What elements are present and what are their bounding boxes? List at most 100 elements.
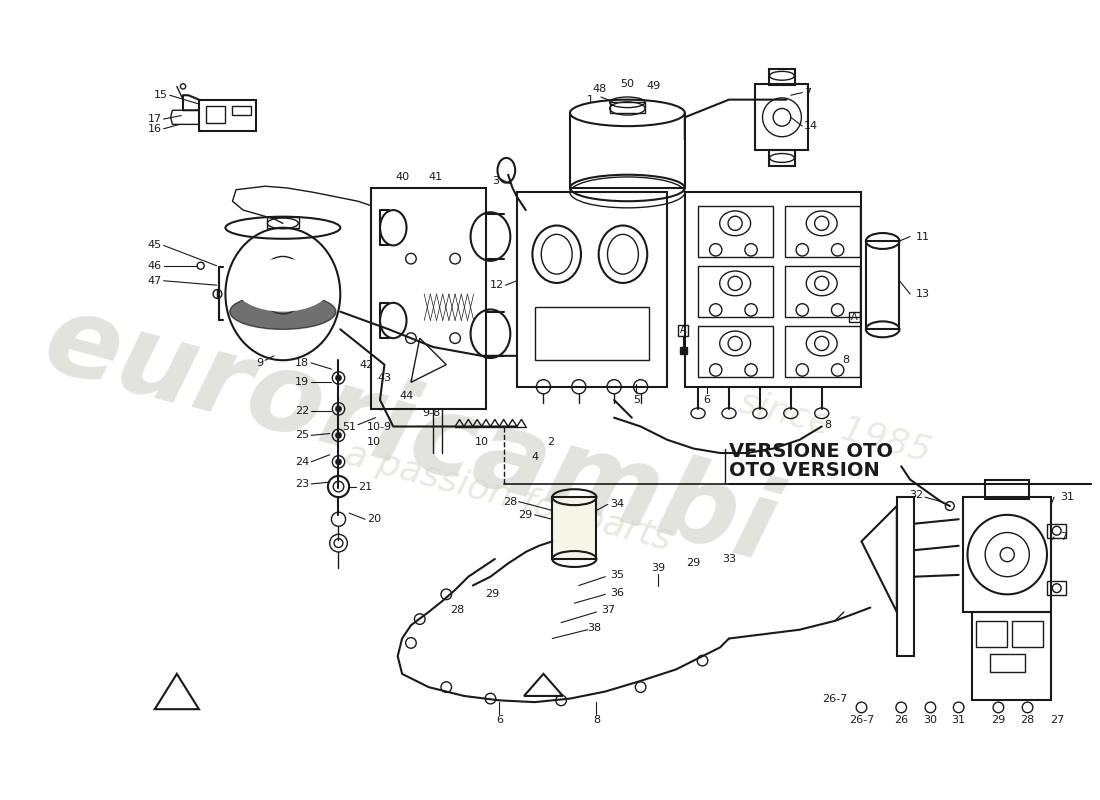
Text: 43: 43	[377, 373, 392, 383]
Text: 23: 23	[295, 479, 309, 489]
Text: 14: 14	[804, 121, 818, 131]
Bar	[1047, 581, 1066, 595]
Text: 10: 10	[366, 438, 381, 447]
Bar	[685, 192, 861, 386]
Text: 47: 47	[147, 276, 162, 286]
Bar	[552, 497, 596, 559]
Text: A: A	[851, 312, 858, 322]
Text: 19: 19	[295, 378, 309, 387]
Text: 27: 27	[1050, 714, 1065, 725]
Text: 2: 2	[547, 438, 554, 447]
Text: 17: 17	[147, 114, 162, 124]
Circle shape	[336, 375, 341, 381]
Text: 10: 10	[474, 438, 488, 447]
Text: A: A	[680, 326, 686, 335]
Bar	[517, 192, 667, 386]
Text: 22: 22	[295, 406, 309, 416]
Text: 42: 42	[360, 360, 374, 370]
Bar	[866, 241, 900, 330]
Bar	[267, 217, 299, 228]
Text: VERSIONE OTO: VERSIONE OTO	[729, 442, 893, 461]
Text: 36: 36	[609, 587, 624, 598]
Text: 29: 29	[991, 714, 1005, 725]
Bar	[769, 150, 795, 166]
Text: 8: 8	[593, 714, 600, 725]
Bar	[553, 498, 595, 558]
Text: 41: 41	[429, 172, 442, 182]
Text: 7: 7	[804, 87, 811, 98]
Text: 37: 37	[601, 606, 615, 615]
Bar	[535, 307, 649, 360]
Bar	[896, 497, 914, 656]
Bar	[964, 497, 1052, 612]
Bar	[784, 266, 860, 317]
Text: 30: 30	[923, 714, 937, 725]
Bar	[784, 206, 860, 257]
Text: 49: 49	[647, 82, 661, 91]
Text: 12: 12	[490, 280, 504, 290]
Bar	[977, 621, 1008, 647]
Text: 24: 24	[295, 457, 309, 467]
Bar	[206, 106, 225, 123]
Bar	[232, 106, 251, 114]
Bar	[698, 266, 773, 317]
Text: 26-7: 26-7	[849, 714, 875, 725]
Bar	[972, 612, 1052, 700]
Text: 48: 48	[592, 84, 606, 94]
Text: 39: 39	[651, 563, 666, 573]
Text: since 1985: since 1985	[735, 385, 935, 469]
Circle shape	[336, 459, 341, 465]
Text: 18: 18	[295, 358, 309, 368]
Text: 21: 21	[358, 482, 372, 491]
Text: 25: 25	[295, 430, 309, 440]
Ellipse shape	[230, 294, 336, 330]
Text: 44: 44	[399, 390, 414, 401]
Text: 13: 13	[916, 289, 931, 299]
Bar	[849, 312, 860, 322]
Text: 32: 32	[910, 490, 923, 501]
Bar	[698, 206, 773, 257]
Bar	[756, 84, 808, 150]
Bar	[678, 325, 689, 335]
Text: 51: 51	[342, 422, 356, 431]
Text: 29: 29	[686, 558, 701, 569]
Text: 26-7: 26-7	[823, 694, 848, 703]
Text: 8: 8	[824, 420, 832, 430]
Bar	[609, 102, 645, 113]
Text: 46: 46	[147, 261, 162, 270]
Text: 4: 4	[531, 453, 538, 462]
Text: 5: 5	[632, 395, 640, 405]
Text: 29: 29	[518, 510, 532, 520]
Bar	[681, 347, 688, 354]
Bar	[1012, 621, 1043, 647]
Text: 9-8: 9-8	[422, 408, 440, 418]
Text: 20: 20	[366, 514, 381, 524]
Text: euroricambi: euroricambi	[33, 286, 789, 585]
Bar	[698, 326, 773, 377]
Text: 1: 1	[586, 94, 594, 105]
Bar	[199, 100, 256, 130]
Text: 15: 15	[154, 90, 168, 100]
Bar	[784, 326, 860, 377]
Text: 9: 9	[256, 358, 263, 368]
Text: 28: 28	[503, 497, 517, 506]
Ellipse shape	[234, 258, 331, 312]
Text: 8: 8	[842, 355, 849, 366]
Text: 38: 38	[587, 623, 602, 633]
Text: OTO VERSION: OTO VERSION	[729, 461, 880, 480]
Text: 6: 6	[496, 714, 503, 725]
Text: 50: 50	[620, 78, 635, 89]
Text: 28: 28	[450, 606, 464, 615]
Text: 10-9: 10-9	[366, 422, 392, 431]
Text: 33: 33	[722, 554, 736, 564]
Bar	[371, 188, 486, 409]
Text: 34: 34	[609, 499, 624, 510]
Text: 45: 45	[147, 241, 162, 250]
Text: 16: 16	[147, 124, 162, 134]
Text: 11: 11	[916, 231, 931, 242]
Bar	[769, 69, 795, 85]
Text: 3: 3	[493, 176, 499, 186]
Bar	[1047, 524, 1066, 538]
Text: 29: 29	[485, 590, 499, 599]
Circle shape	[336, 433, 341, 438]
